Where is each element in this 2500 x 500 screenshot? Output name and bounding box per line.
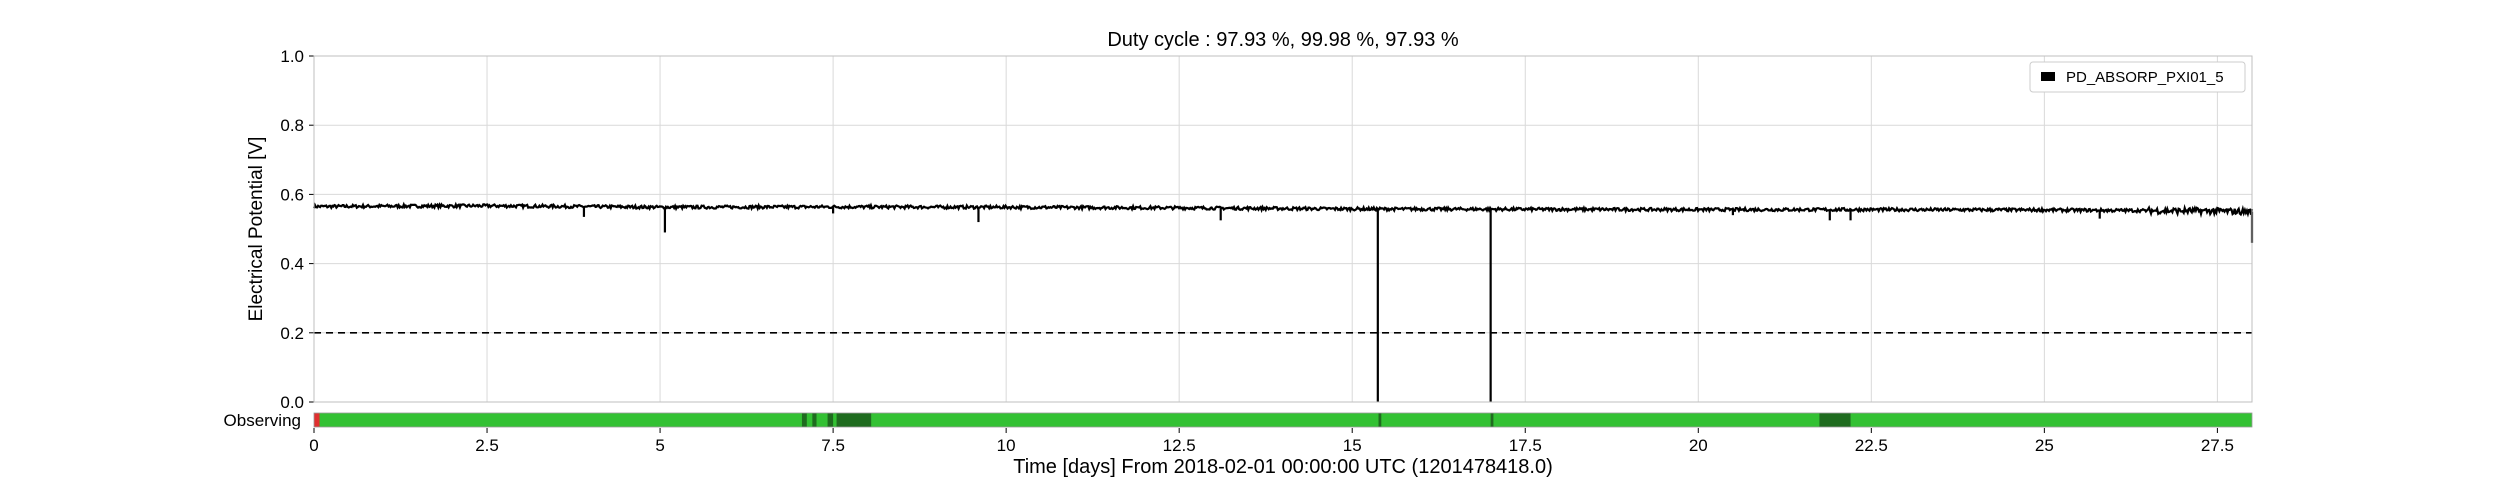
segment-flag (801, 413, 807, 427)
y-tick-label: 1.0 (280, 47, 304, 66)
y-tick-label: 0.0 (280, 393, 304, 412)
x-tick-label: 15 (1343, 436, 1362, 455)
segment-frame (313, 412, 2253, 428)
grid (313, 55, 2252, 403)
chart-title: Duty cycle : 97.93 %, 99.98 %, 97.93 % (1107, 29, 1459, 51)
x-tick-label: 22.5 (1855, 436, 1888, 455)
observing-segment-bar (313, 412, 2253, 428)
x-tick-label: 2.5 (475, 436, 499, 455)
plot-frame (313, 55, 2253, 403)
x-tick-label: 10 (997, 436, 1016, 455)
x-tick-label: 17.5 (1509, 436, 1542, 455)
series-line (312, 201, 2254, 219)
x-tick-label: 5 (655, 436, 664, 455)
observing-label: Observing (224, 411, 301, 430)
segment-flag (827, 413, 834, 427)
y-tick-label: 0.6 (280, 185, 304, 204)
x-tick-label: 12.5 (1163, 436, 1196, 455)
legend-label: PD_ABSORP_PXI01_5 (2066, 69, 2224, 86)
legend: PD_ABSORP_PXI01_5 (2029, 61, 2246, 93)
y-tick-label: 0.8 (280, 116, 304, 135)
segment-flag (1819, 413, 1851, 427)
segment-flag (836, 413, 872, 427)
x-tick-label: 20 (1689, 436, 1708, 455)
segment-flag (1490, 413, 1494, 427)
x-tick-label: 25 (2035, 436, 2054, 455)
x-axis: 0 2.5 5 7.5 10 12.5 15 17.5 20 22.5 25 27.5 (309, 428, 2234, 455)
segment-active (314, 413, 2252, 427)
x-tick-label: 7.5 (821, 436, 845, 455)
x-tick-label: 0 (309, 436, 318, 455)
legend-swatch (2041, 72, 2055, 81)
legend-box (2029, 61, 2246, 93)
x-axis-label: Time [days] From 2018-02-01 00:00:00 UTC… (1013, 456, 1553, 478)
y-axis-label: Electrical Potential [V] (246, 137, 267, 322)
y-tick-label: 0.4 (280, 255, 304, 274)
y-axis: 0.0 0.2 0.4 0.6 0.8 1.0 (280, 47, 314, 412)
segment-off (314, 413, 320, 427)
x-tick-label: 27.5 (2201, 436, 2234, 455)
segment-flag (1378, 413, 1382, 427)
series-layer (312, 201, 2254, 402)
y-tick-label: 0.2 (280, 324, 304, 343)
segment-flag (812, 413, 817, 427)
